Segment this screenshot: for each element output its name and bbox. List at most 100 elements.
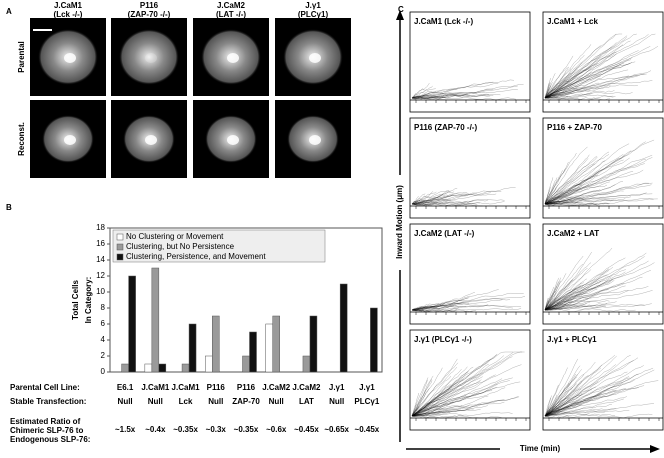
track xyxy=(544,262,592,311)
track xyxy=(544,268,609,311)
track xyxy=(544,300,550,311)
bar xyxy=(181,363,190,373)
panel-label: B xyxy=(6,203,12,212)
track xyxy=(544,280,561,311)
bar xyxy=(265,323,273,373)
track xyxy=(544,274,608,311)
track xyxy=(544,141,646,205)
track xyxy=(412,412,513,417)
track xyxy=(544,271,626,311)
track xyxy=(544,180,624,205)
projection-label: Max. Proj. xyxy=(196,85,232,94)
track xyxy=(544,53,615,99)
track xyxy=(544,198,626,205)
track xyxy=(411,383,498,417)
track xyxy=(544,159,624,205)
track xyxy=(544,33,656,99)
track xyxy=(411,298,469,311)
category-label: J.CaM1 xyxy=(172,383,201,392)
track xyxy=(411,379,482,417)
track xyxy=(544,376,630,417)
ratio-label: ~1.5x xyxy=(115,425,136,434)
column-header: J.CaM1 xyxy=(54,1,83,10)
track xyxy=(544,300,610,311)
track xyxy=(544,75,638,99)
track xyxy=(411,305,428,311)
track xyxy=(544,75,629,99)
track xyxy=(544,63,598,99)
track xyxy=(544,256,645,311)
bar xyxy=(309,315,318,373)
track xyxy=(544,156,598,205)
track xyxy=(411,305,514,311)
track xyxy=(411,94,464,99)
track xyxy=(544,415,569,419)
track xyxy=(411,200,452,205)
track xyxy=(544,280,615,311)
track xyxy=(544,284,582,311)
track xyxy=(544,277,562,311)
track xyxy=(544,306,549,311)
track xyxy=(411,195,454,205)
track xyxy=(544,260,649,311)
transfection-label: Null xyxy=(148,397,163,406)
track xyxy=(544,395,552,417)
track xyxy=(411,351,523,417)
track xyxy=(411,374,496,417)
track xyxy=(411,308,473,313)
cluster xyxy=(64,135,76,145)
track xyxy=(544,150,632,205)
track xyxy=(411,411,451,417)
track xyxy=(411,202,480,207)
category-label: J.γ1 xyxy=(359,383,375,392)
track xyxy=(411,379,428,417)
track xyxy=(544,182,649,205)
track xyxy=(411,410,441,417)
track xyxy=(544,303,652,311)
track xyxy=(411,302,440,311)
column-header: (Lck -/-) xyxy=(54,10,83,19)
track xyxy=(411,94,494,100)
track xyxy=(411,303,489,311)
track xyxy=(544,283,625,311)
track xyxy=(544,290,629,311)
track xyxy=(544,369,582,417)
track xyxy=(544,88,550,99)
track xyxy=(411,366,474,417)
track xyxy=(411,95,445,100)
track xyxy=(411,88,425,99)
track xyxy=(411,298,511,311)
bar xyxy=(128,275,136,373)
track xyxy=(544,285,584,311)
ratio-row-label: Estimated Ratio of xyxy=(10,417,81,426)
track xyxy=(411,399,505,417)
track xyxy=(544,69,629,99)
ratio-label: ~0.45x xyxy=(355,425,380,434)
track xyxy=(411,94,449,99)
track xyxy=(411,351,514,417)
track xyxy=(544,247,613,311)
track xyxy=(544,61,636,99)
track xyxy=(544,286,557,311)
track xyxy=(544,386,574,417)
track xyxy=(544,269,626,311)
track xyxy=(544,84,638,99)
track xyxy=(411,93,430,99)
track xyxy=(544,181,610,205)
track xyxy=(544,376,577,417)
track xyxy=(411,302,464,311)
y-tick-label: 10 xyxy=(96,287,105,296)
track xyxy=(411,203,478,207)
track xyxy=(411,194,443,205)
track xyxy=(544,198,547,205)
track xyxy=(411,354,498,417)
track xyxy=(544,202,552,206)
track xyxy=(544,184,616,205)
track xyxy=(411,381,521,417)
track xyxy=(544,201,583,207)
track xyxy=(411,368,462,417)
track xyxy=(411,388,430,417)
y-tick-label: 16 xyxy=(96,239,105,248)
track xyxy=(544,297,549,311)
track xyxy=(544,158,647,205)
